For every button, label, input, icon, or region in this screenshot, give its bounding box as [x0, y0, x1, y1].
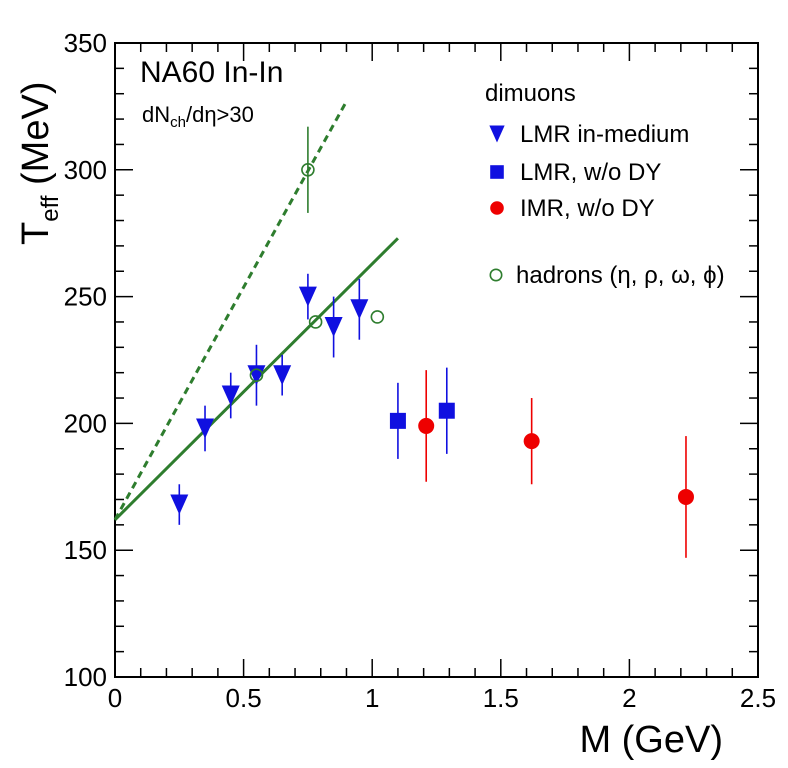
data-point-open-circle	[308, 315, 323, 329]
data-point-circle	[677, 488, 694, 505]
legend-label: LMR in-medium	[520, 121, 689, 148]
data-point-triangle-down	[324, 317, 343, 338]
axis-ticks	[114, 42, 759, 678]
data-point-square	[438, 402, 455, 419]
data-point-triangle-down	[273, 365, 292, 386]
data-series	[170, 126, 694, 558]
legend-title: dimuons	[485, 80, 576, 107]
x-tick-label: 2	[622, 683, 636, 713]
y-axis-title-unit: (MeV)	[15, 82, 57, 196]
x-tick-label: 1	[365, 683, 379, 713]
x-tick-labels: 0 0.5 1 1.5 2 2.5	[108, 683, 776, 713]
y-tick-label: 200	[64, 408, 107, 438]
y-tick-label: 350	[64, 28, 107, 58]
y-tick-label: 300	[64, 155, 107, 185]
chart-title: NA60 In-In	[140, 56, 283, 89]
y-axis-title: Teff (MeV)	[15, 82, 64, 245]
subtitle-prefix: dN	[142, 102, 170, 127]
legend-label: IMR, w/o DY	[520, 195, 655, 222]
y-axis-title-sub: eff	[37, 195, 64, 222]
data-point-circle	[418, 417, 435, 434]
legend: dimuons LMR in-medium LMR, w/o DY IMR, w/o…	[485, 80, 725, 289]
legend-label: hadrons (η, ρ, ω, ϕ)	[516, 262, 725, 289]
y-tick-label: 150	[64, 535, 107, 565]
legend-marker-square	[490, 165, 504, 179]
legend-marker-triangle-down	[489, 125, 505, 143]
data-point-triangle-down	[170, 494, 189, 515]
data-point-triangle-down	[196, 418, 215, 439]
subtitle-suffix: /dη>30	[186, 102, 254, 127]
x-tick-label: 0.5	[226, 683, 262, 713]
data-point-triangle-down	[221, 385, 240, 406]
legend-items: LMR in-medium LMR, w/o DY IMR, w/o DY hadro…	[489, 121, 725, 289]
x-tick-label: 2.5	[740, 683, 776, 713]
legend-marker-circle	[490, 201, 504, 215]
data-point-circle	[523, 433, 540, 450]
data-point-square	[389, 412, 406, 429]
subtitle-sub: ch	[170, 114, 186, 131]
x-axis-title: M (GeV)	[579, 719, 723, 761]
y-tick-labels: 100 150 200 250 300 350	[64, 28, 107, 692]
data-point-open-circle	[249, 368, 264, 383]
dashed-fit-line	[113, 100, 348, 521]
chart-subtitle: dNch/dη>30	[142, 102, 254, 131]
x-tick-label: 1.5	[483, 683, 519, 713]
data-point-open-circle	[301, 163, 315, 177]
y-axis-title-main: T	[15, 222, 57, 245]
y-tick-label: 250	[64, 282, 107, 312]
data-point-triangle-down	[350, 299, 369, 320]
data-point-open-circle	[370, 310, 385, 324]
x-tick-label: 0	[108, 683, 122, 713]
data-point-triangle-down	[298, 286, 317, 307]
plot-frame	[114, 42, 759, 678]
y-tick-label: 100	[64, 662, 107, 692]
legend-marker-open-circle	[489, 268, 503, 282]
legend-label: LMR, w/o DY	[520, 159, 661, 186]
